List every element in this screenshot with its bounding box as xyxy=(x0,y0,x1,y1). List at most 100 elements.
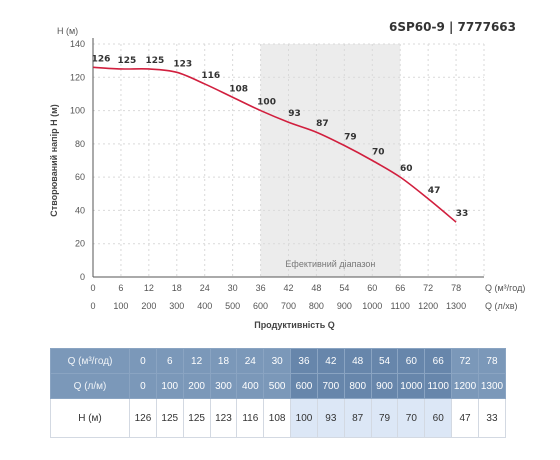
performance-chart: 0 20 40 60 80 100 120 140 0 6 12 18 24 30 36 42 48 54 60 66… xyxy=(49,26,525,330)
data-label: 108 xyxy=(229,84,248,94)
table-cell: 400 xyxy=(236,373,265,399)
table-cell: 72 xyxy=(451,348,479,374)
data-label: 125 xyxy=(118,56,137,66)
table-cell: 42 xyxy=(316,348,345,374)
x-tick-label-lmin: 1000 xyxy=(362,301,382,311)
data-label: 123 xyxy=(173,59,192,69)
x-tick-label-lmin: 800 xyxy=(309,301,324,311)
x-tick-label-m3h: 30 xyxy=(228,283,238,293)
data-label: 125 xyxy=(145,56,164,66)
table-cell: 123 xyxy=(209,398,238,438)
table-cell: 93 xyxy=(316,398,345,438)
table-cell: 18 xyxy=(209,348,238,374)
table-cell: 66 xyxy=(424,348,453,374)
x-tick-label-lmin: 100 xyxy=(113,301,128,311)
data-label: 93 xyxy=(288,109,301,119)
x-tick-label-lmin: 0 xyxy=(90,301,95,311)
x-tick-label-m3h: 42 xyxy=(283,283,293,293)
x-tick-label-lmin: 1200 xyxy=(418,301,438,311)
table-cell: 6 xyxy=(155,348,184,374)
x-tick-label-lmin: 1300 xyxy=(446,301,466,311)
table-cell: 87 xyxy=(343,398,372,438)
data-label: 126 xyxy=(92,54,111,64)
x-axis-title: Продуктивність Q xyxy=(254,320,335,330)
table-cell: 60 xyxy=(397,348,426,374)
table-cell: 36 xyxy=(290,348,318,374)
x-tick-label-m3h: 66 xyxy=(395,283,405,293)
efficient-range-band xyxy=(260,44,401,277)
y-axis-unit-label: H (м) xyxy=(57,26,78,36)
x-tick-label-m3h: 78 xyxy=(451,283,461,293)
x-unit-label-lmin: Q (л/хв) xyxy=(485,301,518,311)
table-cell: 125 xyxy=(155,398,184,438)
x-tick-label-lmin: 700 xyxy=(281,301,296,311)
table-cell: 60 xyxy=(424,398,453,438)
x-tick-label-m3h: 0 xyxy=(90,283,95,293)
data-label: 47 xyxy=(428,186,441,196)
table-cell: 70 xyxy=(397,398,426,438)
x-tick-label-lmin: 900 xyxy=(337,301,352,311)
table-cell: 300 xyxy=(209,373,238,399)
y-tick-label: 80 xyxy=(75,139,85,149)
table-cell: 0 xyxy=(129,373,157,399)
y-tick-label: 140 xyxy=(70,39,85,49)
y-tick-label: 0 xyxy=(80,272,85,282)
model-title: 6SP60-9 | 7777663 xyxy=(388,20,516,34)
x-tick-label-m3h: 72 xyxy=(423,283,433,293)
table-row-flow-m3h: Q (м³/год) 0 6 12 18 24 30 36 42 48 54 60 66 72 78 xyxy=(50,348,507,374)
table-cell: 79 xyxy=(370,398,399,438)
table-cell: 24 xyxy=(236,348,265,374)
x-tick-label-m3h: 6 xyxy=(118,283,123,293)
table-cell: 1000 xyxy=(397,373,426,399)
table-cell: 108 xyxy=(263,398,292,438)
y-tick-label: 20 xyxy=(75,239,85,249)
table-cell: 900 xyxy=(370,373,399,399)
x-tick-label-m3h: 54 xyxy=(339,283,349,293)
table-cell: 54 xyxy=(370,348,399,374)
table-cell: 500 xyxy=(263,373,292,399)
data-label: 116 xyxy=(201,71,220,81)
table-cell: 1300 xyxy=(477,373,507,399)
x-tick-label-m3h: 24 xyxy=(200,283,210,293)
table-cell: 700 xyxy=(316,373,345,399)
table-row-head: H (м) 126 125 125 123 116 108 100 93 87 79 70 60 47 3… xyxy=(50,398,507,438)
table-cell: 0 xyxy=(129,348,157,374)
table-cell: 116 xyxy=(236,398,265,438)
efficient-range-label: Ефективний діапазон xyxy=(285,259,375,269)
x-tick-label-m3h: 48 xyxy=(311,283,321,293)
table-cell: 78 xyxy=(477,348,507,374)
row-label-flow-m3h: Q (м³/год) xyxy=(50,348,130,374)
table-cell: 30 xyxy=(263,348,292,374)
performance-table: Q (м³/год) 0 6 12 18 24 30 36 42 48 54 60 66 72 78 Q … xyxy=(50,348,507,438)
x-tick-label-lmin: 600 xyxy=(253,301,268,311)
row-label-head: H (м) xyxy=(50,398,130,438)
x-tick-label-m3h: 36 xyxy=(256,283,266,293)
y-tick-label: 60 xyxy=(75,172,85,182)
x-tick-label-m3h: 18 xyxy=(172,283,182,293)
x-tick-label-lmin: 400 xyxy=(197,301,212,311)
table-cell: 33 xyxy=(477,398,507,438)
table-cell: 47 xyxy=(451,398,479,438)
table-cell: 100 xyxy=(155,373,184,399)
data-label: 60 xyxy=(400,164,413,174)
data-label: 79 xyxy=(344,133,357,143)
table-cell: 125 xyxy=(182,398,211,438)
table-cell: 200 xyxy=(182,373,211,399)
table-cell: 48 xyxy=(343,348,372,374)
y-tick-label: 100 xyxy=(70,106,85,116)
row-label-flow-lmin: Q (л/м) xyxy=(50,373,130,399)
data-label: 87 xyxy=(316,119,329,129)
table-cell: 12 xyxy=(182,348,211,374)
table-cell: 126 xyxy=(129,398,157,438)
y-axis-title: Створюваний напір H (м) xyxy=(49,104,59,216)
table-cell: 600 xyxy=(290,373,318,399)
table-cell: 100 xyxy=(290,398,318,438)
x-tick-label-m3h: 12 xyxy=(144,283,154,293)
data-label: 70 xyxy=(372,148,385,158)
x-tick-label-lmin: 500 xyxy=(225,301,240,311)
table-cell: 1200 xyxy=(451,373,479,399)
x-tick-label-lmin: 200 xyxy=(141,301,156,311)
data-label: 100 xyxy=(257,98,276,108)
data-label: 33 xyxy=(456,209,469,219)
x-tick-label-m3h: 60 xyxy=(367,283,377,293)
